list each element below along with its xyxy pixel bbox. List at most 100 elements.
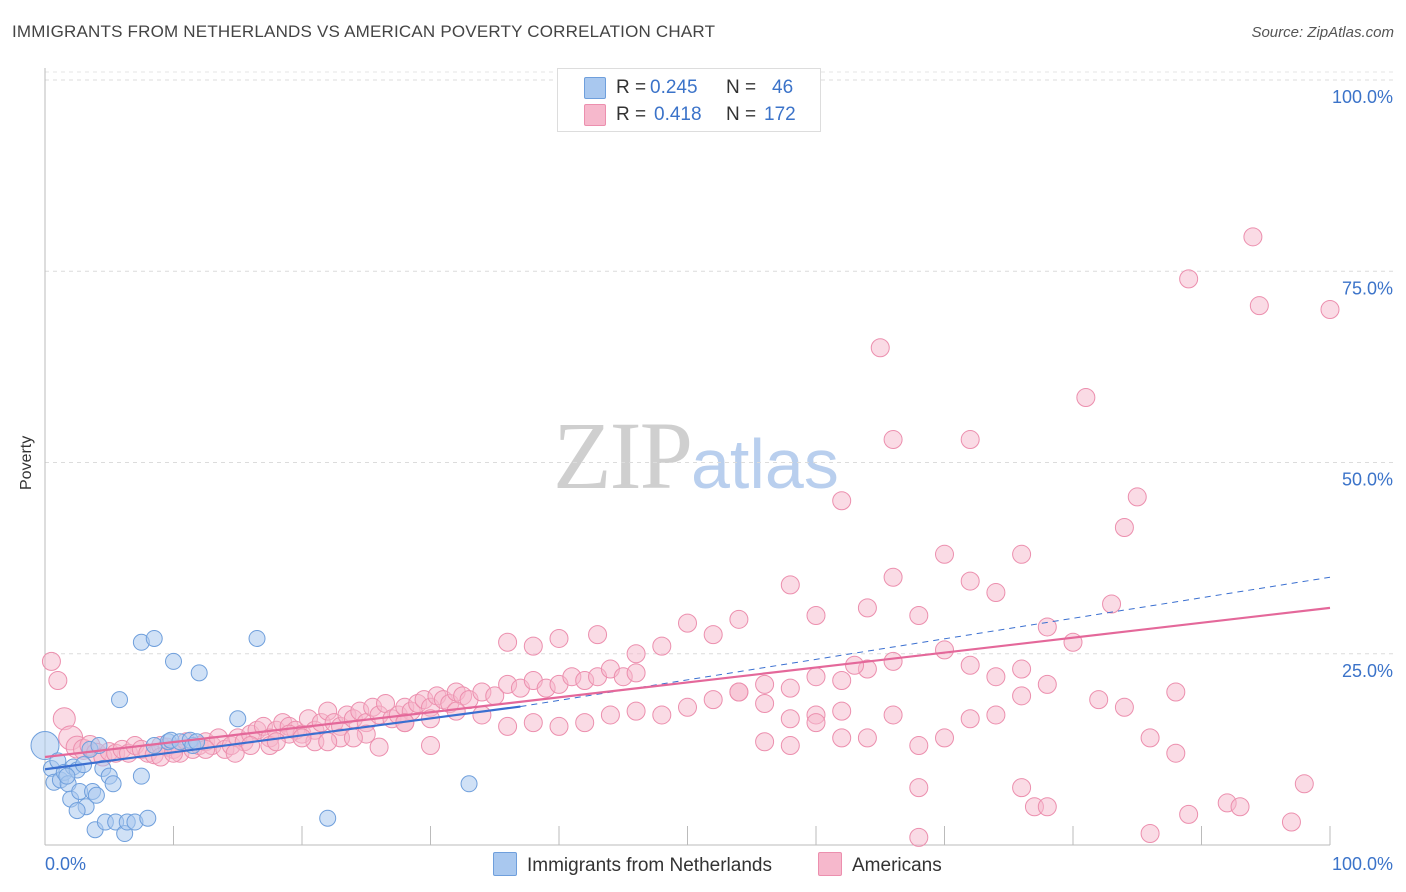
americans-point <box>1076 387 1096 407</box>
americans-point <box>652 636 672 656</box>
americans-point <box>588 625 608 645</box>
americans-point <box>729 682 749 702</box>
americans-point <box>832 728 852 748</box>
americans-point <box>1320 300 1340 319</box>
americans-point <box>832 671 852 691</box>
netherlands-point <box>87 786 105 804</box>
legend-n-label: N = <box>726 104 757 125</box>
netherlands-point <box>165 652 182 670</box>
americans-point <box>703 625 723 645</box>
americans-point <box>343 728 363 748</box>
y-tick-label: 50.0% <box>1342 470 1393 490</box>
americans-point <box>883 651 903 671</box>
americans-point <box>935 728 954 748</box>
americans-point <box>909 827 929 847</box>
americans-point <box>1089 690 1109 710</box>
americans-point <box>549 628 569 648</box>
americans-point <box>600 705 620 725</box>
americans-point <box>1127 487 1147 507</box>
legend-swatch-americans <box>584 104 606 126</box>
americans-point <box>845 655 865 675</box>
americans-point <box>780 678 800 698</box>
americans-point <box>1012 686 1032 706</box>
americans-point <box>1102 594 1122 614</box>
americans-point <box>883 430 903 450</box>
americans-point <box>1140 824 1160 844</box>
netherlands-point <box>190 664 208 682</box>
chart-title: IMMIGRANTS FROM NETHERLANDS VS AMERICAN … <box>12 22 716 41</box>
americans-point <box>1281 812 1301 832</box>
americans-point <box>857 728 877 748</box>
netherlands-point <box>319 809 337 827</box>
americans-point <box>1012 778 1032 798</box>
americans-point <box>241 736 261 756</box>
legend-r-label: R = <box>616 77 647 98</box>
americans-point <box>960 709 980 729</box>
americans-point <box>755 732 775 752</box>
americans-point <box>806 606 826 625</box>
americans-point <box>909 606 929 625</box>
americans-point <box>652 705 672 725</box>
americans-point <box>1037 674 1057 694</box>
bottom-legend-swatch-americans <box>818 852 842 876</box>
americans-point <box>318 732 338 752</box>
netherlands-point <box>30 731 60 761</box>
bottom-legend-americans: Americans <box>818 852 942 877</box>
netherlands-point <box>139 809 157 827</box>
legend-n-value: 46 <box>772 77 794 98</box>
americans-point <box>626 663 646 683</box>
americans-point <box>806 667 826 687</box>
americans-point <box>986 583 1006 603</box>
americans-point <box>1140 728 1160 748</box>
americans-point <box>1243 227 1263 247</box>
americans-point <box>755 693 775 713</box>
netherlands-point <box>188 733 206 751</box>
legend-n-value: 172 <box>764 104 796 125</box>
americans-point <box>266 732 286 752</box>
americans-point <box>549 716 569 736</box>
y-tick-label: 25.0% <box>1342 661 1393 681</box>
bottom-legend-label-netherlands: Immigrants from Netherlands <box>527 855 772 876</box>
legend-r-label: R = <box>616 104 647 125</box>
americans-point <box>755 674 775 694</box>
americans-point <box>678 613 697 633</box>
americans-point <box>1012 544 1032 564</box>
legend-swatch-netherlands <box>584 77 606 99</box>
americans-point <box>523 713 543 733</box>
americans-point <box>883 567 903 587</box>
americans-trend-line <box>44 606 1331 759</box>
americans-point <box>1294 774 1314 794</box>
americans-point <box>780 709 800 729</box>
americans-point <box>857 598 877 618</box>
americans-point <box>935 640 954 660</box>
netherlands-point <box>145 629 163 647</box>
americans-point <box>1166 743 1186 763</box>
americans-point <box>780 575 800 595</box>
americans-point <box>832 491 852 511</box>
americans-point <box>369 737 389 757</box>
americans-point <box>960 430 980 450</box>
legend-r-value: 0.245 <box>650 77 698 98</box>
x-tick-label: 100.0% <box>1332 854 1393 874</box>
americans-point <box>1012 659 1032 679</box>
americans-point <box>729 609 749 629</box>
netherlands-trend-extension <box>520 576 1331 708</box>
watermark-atlas: atlas <box>691 425 839 503</box>
legend-n-label: N = <box>726 77 757 98</box>
bottom-legend-netherlands: Immigrants from Netherlands <box>493 852 772 877</box>
americans-point <box>421 736 440 756</box>
americans-point <box>832 701 852 721</box>
netherlands-point <box>460 775 478 793</box>
legend: R = 0.245 N = 46 R = 0.418 N = 172 <box>557 68 821 132</box>
netherlands-trend-line <box>44 705 521 771</box>
americans-point <box>703 690 723 710</box>
americans-point <box>1249 296 1269 316</box>
americans-point <box>48 671 68 691</box>
americans-point <box>1179 804 1199 824</box>
americans-point <box>780 736 800 756</box>
y-axis-label: Poverty <box>18 435 35 490</box>
americans-point <box>1179 269 1199 289</box>
americans-point <box>1166 682 1186 702</box>
americans-point <box>883 705 903 725</box>
